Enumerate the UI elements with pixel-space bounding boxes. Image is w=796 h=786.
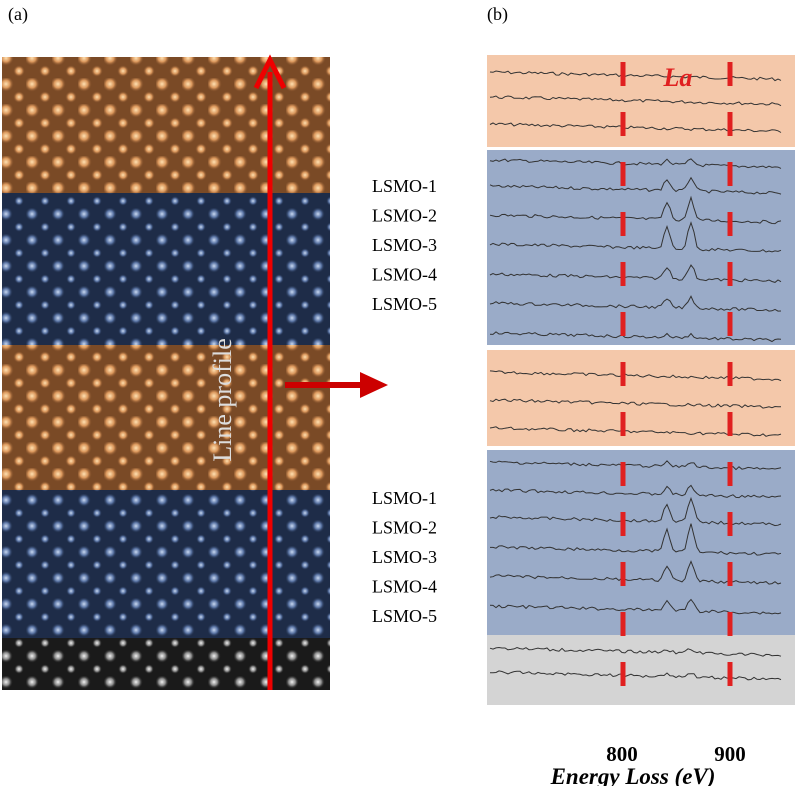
spectrum-trace (489, 295, 782, 312)
x-tick-label: 900 (714, 742, 746, 766)
panel-label: (b) (487, 4, 508, 25)
element-label: La (663, 63, 693, 92)
row-label: LSMO-4 (372, 265, 437, 285)
spectrum-band (487, 350, 795, 446)
spectrum-trace (489, 221, 782, 253)
row-label: LSMO-3 (372, 547, 437, 567)
row-label: LSMO-3 (372, 235, 437, 255)
spectrum-band (487, 635, 795, 705)
row-label: LSMO-1 (372, 488, 437, 508)
image-band (2, 193, 330, 345)
panel-label: (a) (8, 4, 28, 25)
x-axis-label: Energy Loss (eV) (550, 764, 716, 786)
line-profile-label: Line profile (208, 338, 237, 461)
row-label: LSMO-4 (372, 577, 437, 597)
row-label: LSMO-2 (372, 206, 437, 226)
image-band (2, 490, 330, 638)
image-band (2, 638, 330, 690)
row-labels: LSMO-1 LSMO-2 LSMO-3 LSMO-4 LSMO-5 LSMO-1 LSMO… (372, 176, 437, 626)
row-label: LSMO-1 (372, 176, 437, 196)
spectrum-trace (490, 523, 782, 556)
spectrum-trace (489, 176, 782, 195)
image-band (2, 57, 330, 193)
spectrum-band (487, 55, 795, 147)
spectrum-band (487, 450, 795, 635)
row-label: LSMO-5 (372, 294, 437, 314)
spectrum-trace (489, 646, 782, 657)
spectrum-trace (489, 95, 782, 107)
spectrum-trace (489, 331, 782, 343)
x-tick-label: 800 (606, 742, 638, 766)
row-label: LSMO-2 (372, 518, 437, 538)
arrow-head (360, 372, 388, 398)
image-band (2, 345, 330, 490)
spectrum-trace (489, 398, 781, 409)
spectrum-trace (489, 484, 782, 499)
arrow-head (253, 54, 287, 90)
row-label: LSMO-5 (372, 606, 437, 626)
